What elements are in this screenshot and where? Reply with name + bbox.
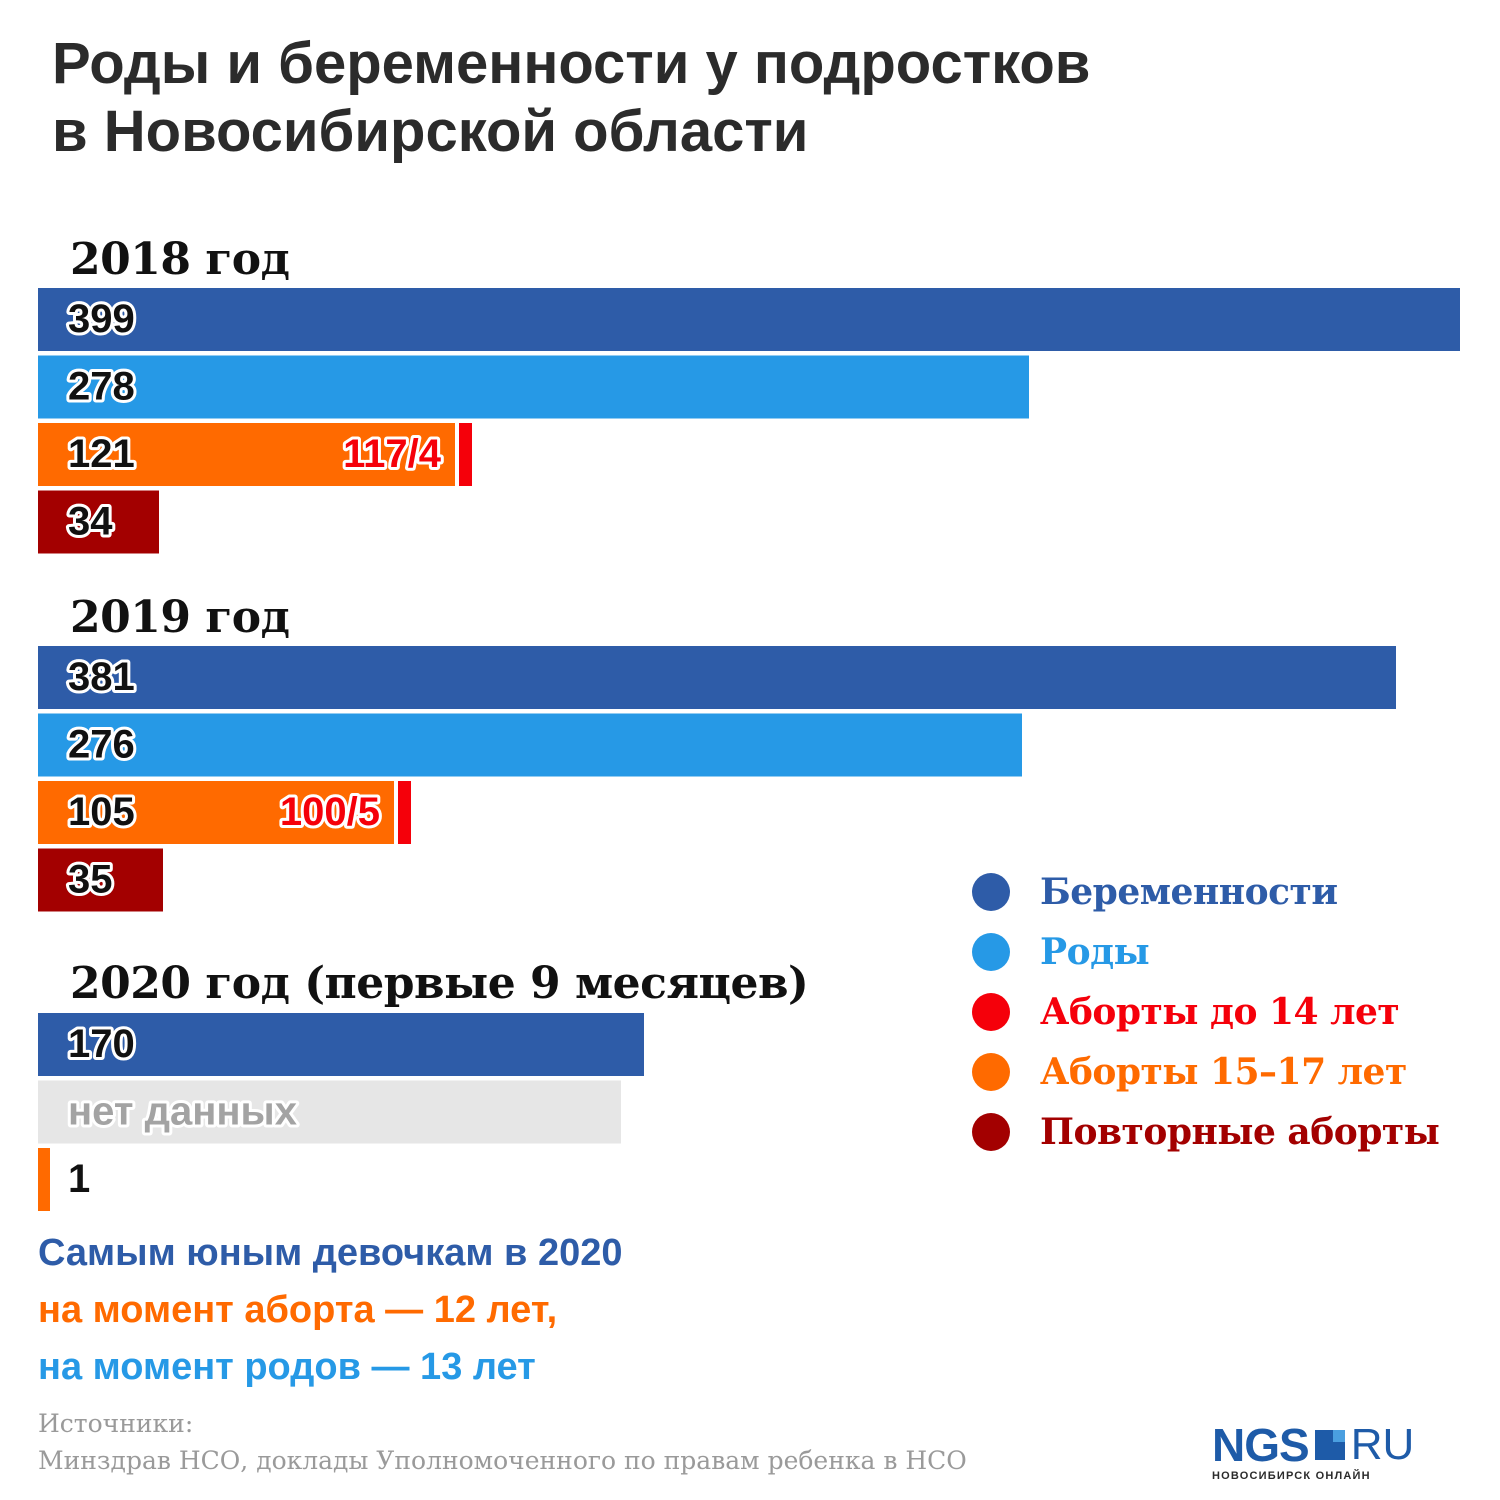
bar-label-g1-b3: 35	[68, 858, 113, 902]
note-line1: Самым юным девочкам в 2020	[38, 1232, 623, 1274]
chart-title: Роды и беременности у подростков в Новос…	[52, 30, 1452, 166]
logo-ru-text: RU	[1350, 1420, 1415, 1469]
sources-heading: Источники:	[38, 1409, 194, 1438]
bar-g2-b2	[38, 1148, 50, 1211]
bar-split-label-g1-b2: 100/5	[280, 790, 380, 834]
bar-g0-b1	[38, 355, 1029, 419]
legend-item-abortions-under-14: Аборты до 14 лет	[972, 982, 1492, 1042]
chart-title-line2: в Новосибирской области	[52, 99, 809, 164]
legend-label-abortions-15-17: Аборты 15–17 лет	[1040, 1051, 1407, 1093]
bar-label-g2-b0: 170	[68, 1022, 135, 1066]
chart-title-line1: Роды и беременности у подростков	[52, 31, 1091, 96]
bar-split-label-g0-b2: 117/4	[343, 432, 442, 476]
legend-item-pregnancies: Беременности	[972, 862, 1492, 922]
bar-g1-b3	[38, 848, 163, 912]
legend-label-births: Роды	[1040, 931, 1150, 973]
legend-label-abortions-under-14: Аборты до 14 лет	[1040, 991, 1400, 1033]
legend-dot-abortions-15-17	[972, 1053, 1010, 1091]
legend-label-repeat-abortions: Повторные аборты	[1040, 1111, 1440, 1153]
bar-label-g2-b1: нет данных	[68, 1090, 297, 1134]
legend-label-pregnancies: Беременности	[1040, 871, 1338, 913]
bar-abortions-under-14-g0-b2	[459, 423, 472, 486]
logo-ngs-text: NGS	[1212, 1419, 1310, 1471]
bar-abortions-under-14-g1-b2	[398, 781, 411, 844]
bar-g1-b1	[38, 713, 1022, 777]
bar-label-g0-b0: 399	[68, 297, 135, 341]
legend-dot-abortions-under-14	[972, 993, 1010, 1031]
legend-item-abortions-15-17: Аборты 15–17 лет	[972, 1042, 1492, 1102]
bar-label-g0-b2: 121	[68, 432, 135, 476]
logo-square-icon	[1314, 1430, 1345, 1460]
ngs-logo: NGS RU НОВОСИБИРСК ОНЛАЙН	[1212, 1422, 1472, 1484]
legend-dot-repeat-abortions	[972, 1113, 1010, 1151]
bar-label-g2-b2: 1	[68, 1157, 90, 1201]
legend-dot-births	[972, 933, 1010, 971]
bar-g0-b3	[38, 490, 159, 554]
note-line3: на момент родов — 13 лет	[38, 1346, 536, 1388]
bar-g1-b0	[38, 646, 1396, 709]
legend-item-births: Роды	[972, 922, 1492, 982]
bar-abortions-15-17-g0-b2	[38, 423, 455, 486]
group-label-1: 2019 год	[70, 592, 289, 643]
bar-no-data-g2-b1	[38, 1080, 621, 1144]
legend-dot-pregnancies	[972, 873, 1010, 911]
bar-label-g0-b1: 278	[68, 365, 135, 409]
bar-label-g0-b3: 34	[68, 500, 113, 544]
bar-abortions-15-17-g1-b2	[38, 781, 394, 844]
legend-item-repeat-abortions: Повторные аборты	[972, 1102, 1492, 1162]
bar-g2-b0	[38, 1013, 644, 1076]
bar-label-g1-b0: 381	[68, 655, 135, 699]
group-label-2: 2020 год (первые 9 месяцев)	[70, 958, 808, 1009]
note-line2: на момент аборта — 12 лет,	[38, 1289, 558, 1331]
bar-g0-b0	[38, 288, 1460, 351]
logo-subtitle: НОВОСИБИРСК ОНЛАЙН	[1212, 1470, 1371, 1482]
youngest-age-note: Самым юным девочкам в 2020 на момент або…	[38, 1225, 938, 1396]
bar-label-g1-b1: 276	[68, 723, 135, 767]
bar-chart: 2018 год 399 278 121 117/4 34 2019 год 381 276 10…	[38, 234, 1460, 1211]
legend: Беременности Роды Аборты до 14 лет Аборт…	[972, 862, 1492, 1162]
sources-text: Минздрав НСО, доклады Уполномоченного по…	[38, 1446, 967, 1475]
bar-label-g1-b2: 105	[68, 790, 135, 834]
sources: Источники: Минздрав НСО, доклады Уполном…	[38, 1405, 1138, 1479]
group-label-0: 2018 год	[70, 234, 289, 285]
